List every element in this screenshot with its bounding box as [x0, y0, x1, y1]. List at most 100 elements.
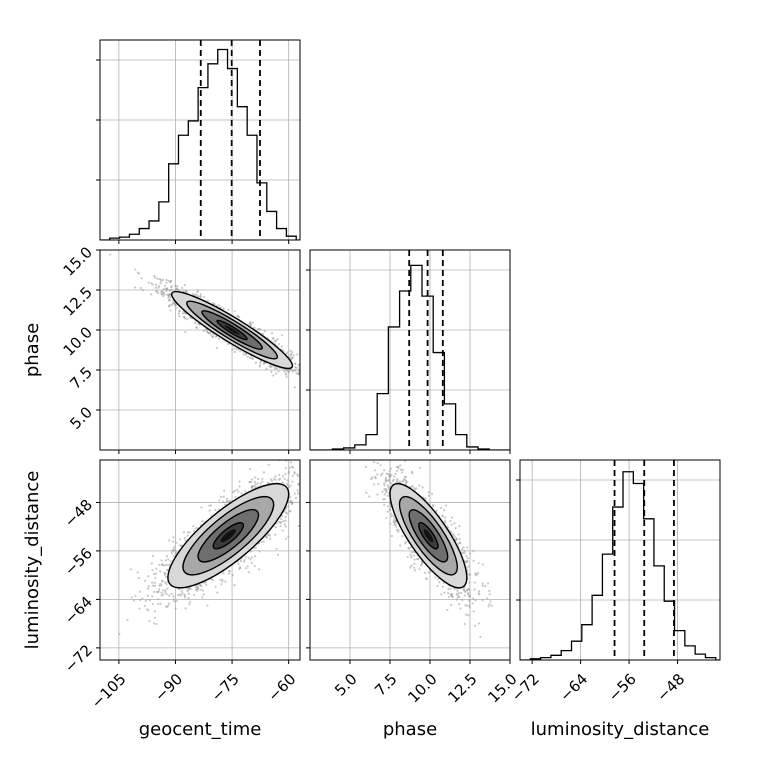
sample-point — [179, 594, 183, 597]
panel-frame — [309, 249, 511, 451]
sample-point — [297, 524, 300, 528]
x-tick-label-luminosity_distance: −64 — [556, 670, 591, 705]
sample-point — [263, 330, 266, 333]
sample-point — [281, 348, 284, 351]
sample-point — [141, 289, 144, 292]
sample-point — [258, 363, 262, 367]
sample-point — [189, 600, 192, 603]
sample-point — [160, 563, 164, 566]
sample-point — [160, 290, 163, 293]
sample-point — [233, 489, 236, 492]
sample-point — [160, 293, 163, 296]
sample-point — [228, 499, 231, 502]
sample-point — [240, 492, 243, 495]
sample-point — [274, 526, 278, 529]
sample-point — [245, 566, 248, 570]
sample-point — [186, 589, 189, 592]
sample-point — [291, 370, 294, 373]
scatter-panel-geocent_time-phase: 5.07.510.012.515.0 — [60, 243, 308, 454]
sample-point — [164, 589, 167, 592]
sample-point — [167, 604, 170, 607]
sample-point — [172, 299, 175, 303]
sample-point — [170, 552, 174, 555]
sample-point — [177, 312, 180, 315]
sample-point — [130, 596, 133, 599]
sample-point — [259, 328, 262, 331]
sample-point — [158, 563, 161, 567]
sample-point — [222, 495, 225, 498]
sample-point — [285, 482, 289, 485]
sample-point — [221, 578, 224, 581]
sample-point — [175, 551, 178, 554]
sample-point — [195, 326, 198, 329]
sample-point — [146, 594, 150, 597]
sample-point — [153, 581, 156, 584]
y-tick-label-luminosity_distance: −72 — [61, 641, 96, 676]
sample-point — [293, 471, 296, 474]
sample-point — [151, 555, 155, 558]
sample-point — [170, 592, 173, 596]
sample-point — [164, 590, 167, 594]
sample-point — [148, 599, 151, 602]
sample-point — [228, 570, 231, 573]
hist-panel-phase — [306, 249, 511, 454]
sample-point — [176, 288, 179, 291]
sample-point — [151, 581, 154, 584]
sample-point — [306, 372, 308, 374]
sample-point — [182, 315, 186, 319]
sample-point — [151, 603, 154, 606]
sample-point — [287, 535, 290, 538]
sample-point — [168, 303, 172, 306]
sample-point — [205, 583, 208, 587]
sample-point — [249, 558, 252, 561]
sample-point — [133, 286, 137, 289]
sample-point — [281, 475, 284, 478]
sample-point — [282, 452, 284, 454]
sample-point — [253, 480, 256, 483]
sample-point — [184, 607, 187, 610]
sample-point — [211, 302, 215, 305]
sample-point — [199, 293, 202, 296]
sample-point — [217, 337, 221, 340]
sample-point — [153, 616, 156, 619]
sample-point — [283, 370, 286, 373]
sample-point — [260, 540, 263, 544]
sample-point — [280, 345, 283, 348]
x-tick-label-geocent_time: −75 — [208, 670, 243, 705]
sample-point — [284, 537, 288, 540]
sample-point — [306, 513, 308, 515]
sample-point — [150, 282, 153, 285]
sample-point — [170, 288, 174, 291]
sample-point — [253, 485, 256, 488]
sample-point — [137, 576, 140, 580]
sample-point — [168, 563, 171, 566]
sample-point — [268, 365, 271, 368]
sample-point — [157, 284, 161, 288]
sample-point — [167, 279, 170, 282]
sample-point — [159, 282, 162, 285]
sample-point — [300, 371, 302, 373]
sample-point — [254, 555, 257, 558]
sample-point — [171, 550, 174, 553]
sample-point — [319, 465, 321, 467]
sample-point — [302, 365, 304, 367]
sample-point — [165, 289, 168, 293]
sample-point — [184, 330, 187, 334]
sample-point — [224, 503, 227, 506]
y-tick-label-phase: 10.0 — [60, 323, 96, 359]
sample-point — [251, 487, 254, 490]
sample-point — [165, 593, 168, 596]
sample-point — [181, 286, 184, 290]
sample-point — [290, 500, 293, 503]
sample-point — [202, 329, 205, 333]
sample-point — [261, 480, 264, 483]
sample-point — [249, 550, 253, 553]
sample-point — [154, 286, 158, 289]
sample-point — [178, 314, 181, 318]
sample-point — [284, 525, 287, 528]
sample-point — [163, 293, 166, 296]
sample-point — [162, 288, 165, 291]
sample-point — [214, 508, 217, 512]
sample-point — [253, 326, 256, 329]
sample-point — [197, 586, 200, 589]
